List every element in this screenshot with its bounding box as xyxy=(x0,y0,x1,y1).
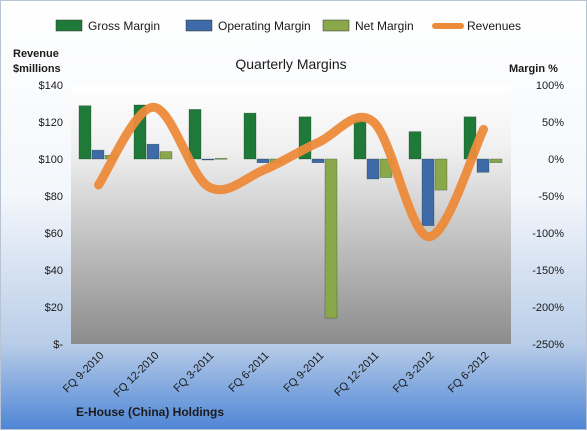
company-name: E-House (China) Holdings xyxy=(76,405,224,419)
right-axis-ticks: -250% -200% -150% -100% -50% 0% 50% 100% xyxy=(532,80,564,351)
left-axis-tick-label: $120 xyxy=(39,117,63,129)
bar-gross-margin xyxy=(243,112,257,160)
left-axis-title-line-1: Revenue xyxy=(13,48,59,60)
bar-net-margin xyxy=(434,158,448,191)
legend-label: Revenues xyxy=(467,19,521,33)
left-axis-ticks: $- $20 $40 $60 $80 $100 $120 $140 xyxy=(39,80,64,351)
left-axis-tick-label: $80 xyxy=(45,191,63,203)
right-axis-tick-label: 0% xyxy=(548,154,564,166)
left-axis-tick-label: $- xyxy=(53,339,63,351)
right-axis-tick-label: 100% xyxy=(536,80,564,92)
bars xyxy=(78,104,503,319)
bar-gross-margin xyxy=(188,109,202,160)
bar-gross-margin xyxy=(78,105,92,160)
right-axis-tick-label: 50% xyxy=(542,117,564,129)
x-axis-tick-label: FQ 12-2010 xyxy=(112,350,162,400)
legend-swatch xyxy=(185,19,213,32)
right-axis-tick-label: -150% xyxy=(532,265,564,277)
left-axis-tick-label: $140 xyxy=(39,80,63,92)
left-axis-tick-label: $40 xyxy=(45,265,63,277)
bar-gross-margin xyxy=(353,120,367,160)
bar-net-margin xyxy=(214,157,228,160)
legend: Gross Margin Operating Margin Net Margin Re… xyxy=(55,19,521,33)
right-axis-tick-label: -50% xyxy=(538,191,564,203)
bar-operating-margin xyxy=(476,158,490,173)
legend-label: Gross Margin xyxy=(88,19,160,33)
left-axis-tick-label: $20 xyxy=(45,302,63,314)
legend-label: Net Margin xyxy=(355,19,414,33)
bar-operating-margin xyxy=(146,143,160,160)
bar-operating-margin xyxy=(256,158,270,164)
bar-operating-margin xyxy=(201,158,215,161)
x-axis-tick-label: FQ 12-2011 xyxy=(332,350,381,399)
x-axis-tick-label: FQ 6-2012 xyxy=(446,350,492,396)
left-axis-tick-label: $100 xyxy=(39,154,63,166)
bar-net-margin xyxy=(489,158,503,164)
bar-operating-margin xyxy=(366,158,380,180)
bar-operating-margin xyxy=(421,158,435,226)
x-axis-ticks: FQ 9-2010 FQ 12-2010 FQ 3-2011 FQ 6-2011 FQ … xyxy=(61,350,492,400)
legend-swatch xyxy=(55,19,83,32)
bar-net-margin xyxy=(159,151,173,160)
x-axis-tick-label: FQ 3-2011 xyxy=(172,350,217,395)
bar-operating-margin xyxy=(311,158,325,164)
x-axis-tick-label: FQ 6-2011 xyxy=(227,350,272,395)
bar-net-margin xyxy=(324,158,338,319)
left-axis-title-line-2: $millions xyxy=(13,63,61,75)
revenue-line-layer xyxy=(94,102,488,242)
x-axis-tick-label: FQ 3-2012 xyxy=(391,350,437,396)
revenue-line xyxy=(94,102,488,242)
right-axis-title: Margin % xyxy=(509,63,558,75)
right-axis-tick-label: -100% xyxy=(532,228,564,240)
bar-operating-margin xyxy=(91,149,105,160)
left-axis-tick-label: $60 xyxy=(45,228,63,240)
legend-swatch xyxy=(322,19,350,32)
bar-gross-margin xyxy=(408,131,422,160)
x-axis-tick-label: FQ 9-2011 xyxy=(282,350,327,395)
chart-title: Quarterly Margins xyxy=(235,56,346,72)
right-axis-tick-label: -250% xyxy=(532,339,564,351)
x-axis-tick-label: FQ 9-2010 xyxy=(61,350,107,396)
right-axis-tick-label: -200% xyxy=(532,302,564,314)
legend-label: Operating Margin xyxy=(218,19,311,33)
